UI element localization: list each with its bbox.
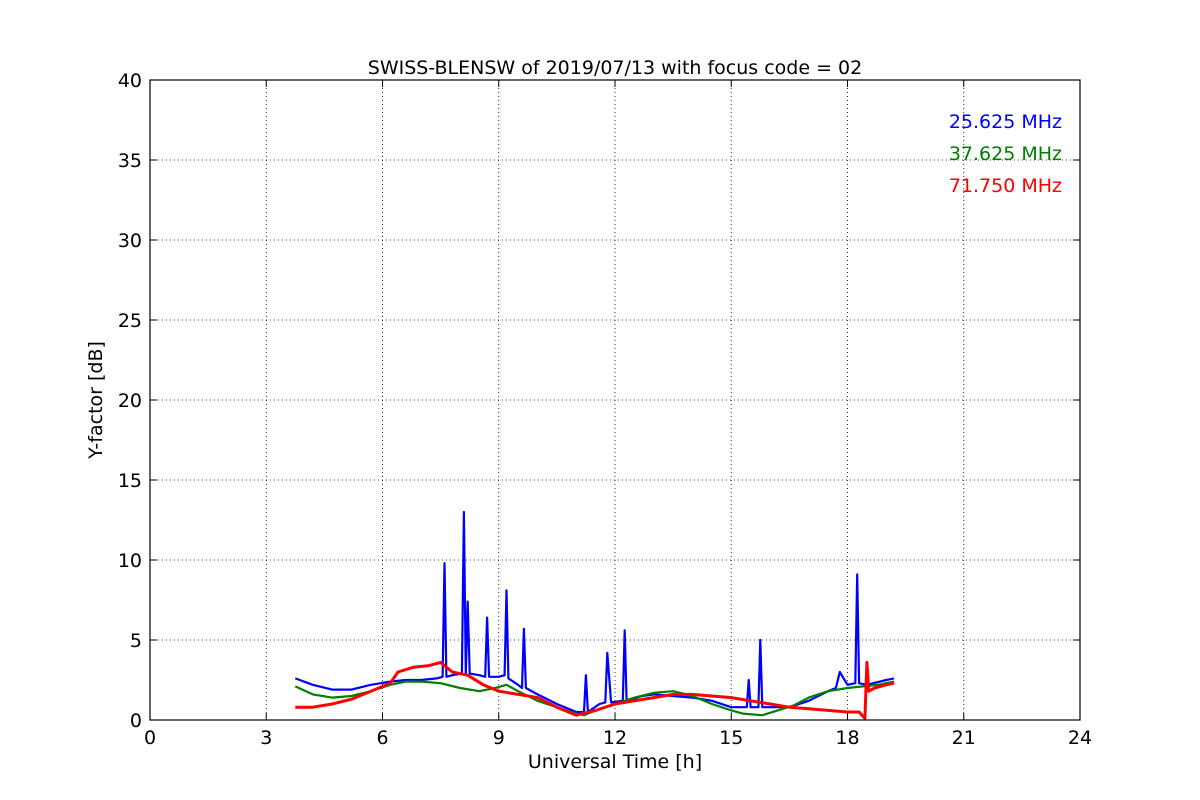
y-tick-label: 15 <box>118 470 142 492</box>
series-layer <box>294 510 895 720</box>
legend: 25.625 MHz 37.625 MHz 71.750 MHz <box>949 111 1062 197</box>
x-tick-label: 0 <box>144 727 156 749</box>
x-tick-label: 21 <box>952 727 976 749</box>
y-tick-label: 25 <box>118 310 142 332</box>
chart-title: SWISS-BLENSW of 2019/07/13 with focus co… <box>368 57 862 79</box>
x-tick-label: 15 <box>719 727 743 749</box>
y-tick-label: 35 <box>118 150 142 172</box>
series-line-3 <box>295 660 895 720</box>
y-tick-label: 30 <box>118 230 142 252</box>
grid <box>150 80 1080 720</box>
x-tick-label: 12 <box>603 727 627 749</box>
legend-entry-2: 37.625 MHz <box>949 143 1062 165</box>
legend-entry-3: 71.750 MHz <box>949 175 1062 197</box>
x-tick-label: 24 <box>1068 727 1092 749</box>
x-tick-label: 6 <box>376 727 388 749</box>
x-tick-label: 9 <box>493 727 505 749</box>
x-axis-label: Universal Time [h] <box>528 751 702 773</box>
y-tick-label: 20 <box>118 390 142 412</box>
y-tick-label: 0 <box>130 710 142 732</box>
axis-ticks: 0 3 6 9 12 15 18 21 24 0 5 10 15 20 25 30 35 40 <box>118 70 1092 749</box>
y-tick-label: 40 <box>118 70 142 92</box>
x-tick-label: 3 <box>260 727 272 749</box>
y-tick-label: 5 <box>130 630 142 652</box>
x-tick-label: 18 <box>835 727 859 749</box>
y-axis-label: Y-factor [dB] <box>85 341 107 460</box>
legend-entry-1: 25.625 MHz <box>949 111 1062 133</box>
y-tick-label: 10 <box>118 550 142 572</box>
